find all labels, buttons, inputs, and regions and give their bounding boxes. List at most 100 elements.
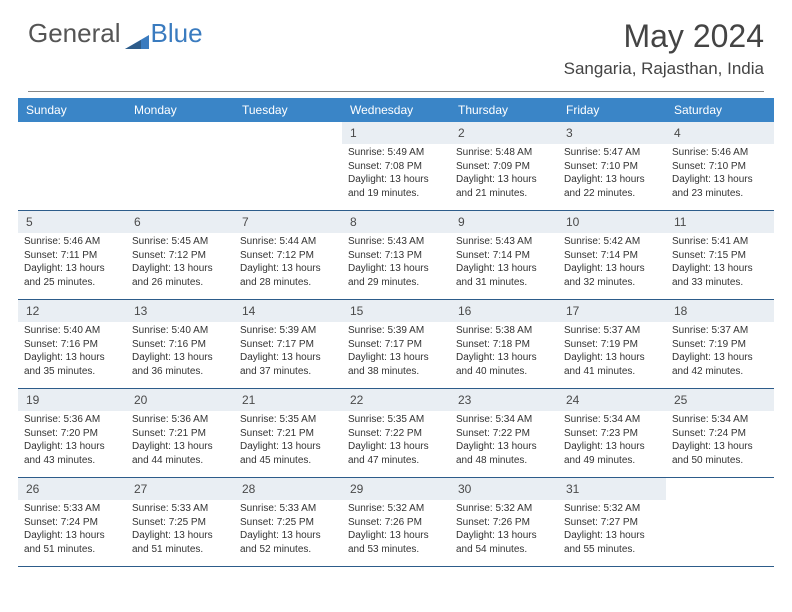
daylight-text: Daylight: 13 hours and 25 minutes. xyxy=(24,262,120,289)
sunset-text: Sunset: 7:16 PM xyxy=(24,338,120,352)
sunset-text: Sunset: 7:10 PM xyxy=(672,160,768,174)
day-number: 19 xyxy=(18,389,126,411)
day-body: Sunrise: 5:40 AMSunset: 7:16 PMDaylight:… xyxy=(18,324,126,382)
day-cell: 16Sunrise: 5:38 AMSunset: 7:18 PMDayligh… xyxy=(450,300,558,388)
day-body: Sunrise: 5:45 AMSunset: 7:12 PMDaylight:… xyxy=(126,235,234,293)
daylight-text: Daylight: 13 hours and 35 minutes. xyxy=(24,351,120,378)
weeks-container: ...1Sunrise: 5:49 AMSunset: 7:08 PMDayli… xyxy=(18,122,774,567)
day-cell: . xyxy=(666,478,774,566)
day-body: Sunrise: 5:35 AMSunset: 7:22 PMDaylight:… xyxy=(342,413,450,471)
day-number: 1 xyxy=(342,122,450,144)
day-cell: 8 Sunrise: 5:43 AMSunset: 7:13 PMDaylight… xyxy=(342,211,450,299)
day-body: Sunrise: 5:37 AMSunset: 7:19 PMDaylight:… xyxy=(666,324,774,382)
sunrise-text: Sunrise: 5:39 AM xyxy=(240,324,336,338)
sunrise-text: Sunrise: 5:49 AM xyxy=(348,146,444,160)
day-cell: 10Sunrise: 5:42 AMSunset: 7:14 PMDayligh… xyxy=(558,211,666,299)
sunset-text: Sunset: 7:12 PM xyxy=(240,249,336,263)
daylight-text: Daylight: 13 hours and 50 minutes. xyxy=(672,440,768,467)
day-number: 6 xyxy=(126,211,234,233)
day-body: Sunrise: 5:38 AMSunset: 7:18 PMDaylight:… xyxy=(450,324,558,382)
sunrise-text: Sunrise: 5:34 AM xyxy=(456,413,552,427)
day-number: 31 xyxy=(558,478,666,500)
weekday-header-cell: Monday xyxy=(126,98,234,122)
sunset-text: Sunset: 7:18 PM xyxy=(456,338,552,352)
day-cell: 19Sunrise: 5:36 AMSunset: 7:20 PMDayligh… xyxy=(18,389,126,477)
daylight-text: Daylight: 13 hours and 37 minutes. xyxy=(240,351,336,378)
sunset-text: Sunset: 7:24 PM xyxy=(24,516,120,530)
day-cell: . xyxy=(126,122,234,210)
brand-part1: General xyxy=(28,18,121,49)
day-number: 10 xyxy=(558,211,666,233)
day-number: 13 xyxy=(126,300,234,322)
day-body: Sunrise: 5:34 AMSunset: 7:24 PMDaylight:… xyxy=(666,413,774,471)
sunset-text: Sunset: 7:09 PM xyxy=(456,160,552,174)
day-number: 25 xyxy=(666,389,774,411)
day-cell: . xyxy=(18,122,126,210)
day-number: 23 xyxy=(450,389,558,411)
weekday-header-cell: Sunday xyxy=(18,98,126,122)
sunrise-text: Sunrise: 5:40 AM xyxy=(132,324,228,338)
day-cell: 11Sunrise: 5:41 AMSunset: 7:15 PMDayligh… xyxy=(666,211,774,299)
day-body: Sunrise: 5:39 AMSunset: 7:17 PMDaylight:… xyxy=(234,324,342,382)
day-body: Sunrise: 5:33 AMSunset: 7:25 PMDaylight:… xyxy=(126,502,234,560)
sunset-text: Sunset: 7:22 PM xyxy=(456,427,552,441)
day-body: Sunrise: 5:43 AMSunset: 7:14 PMDaylight:… xyxy=(450,235,558,293)
sunset-text: Sunset: 7:21 PM xyxy=(240,427,336,441)
daylight-text: Daylight: 13 hours and 33 minutes. xyxy=(672,262,768,289)
daylight-text: Daylight: 13 hours and 51 minutes. xyxy=(132,529,228,556)
sunset-text: Sunset: 7:22 PM xyxy=(348,427,444,441)
daylight-text: Daylight: 13 hours and 19 minutes. xyxy=(348,173,444,200)
weekday-header-row: SundayMondayTuesdayWednesdayThursdayFrid… xyxy=(18,98,774,122)
sunset-text: Sunset: 7:27 PM xyxy=(564,516,660,530)
day-cell: 5Sunrise: 5:46 AMSunset: 7:11 PMDaylight… xyxy=(18,211,126,299)
daylight-text: Daylight: 13 hours and 29 minutes. xyxy=(348,262,444,289)
day-cell: 12Sunrise: 5:40 AMSunset: 7:16 PMDayligh… xyxy=(18,300,126,388)
sunset-text: Sunset: 7:23 PM xyxy=(564,427,660,441)
sunrise-text: Sunrise: 5:35 AM xyxy=(348,413,444,427)
day-number: 17 xyxy=(558,300,666,322)
day-number: 22 xyxy=(342,389,450,411)
sunrise-text: Sunrise: 5:33 AM xyxy=(24,502,120,516)
brand-part2: Blue xyxy=(151,18,203,49)
brand-logo: General Blue xyxy=(28,18,203,49)
sunrise-text: Sunrise: 5:34 AM xyxy=(564,413,660,427)
day-cell: 22Sunrise: 5:35 AMSunset: 7:22 PMDayligh… xyxy=(342,389,450,477)
day-number: 14 xyxy=(234,300,342,322)
daylight-text: Daylight: 13 hours and 32 minutes. xyxy=(564,262,660,289)
daylight-text: Daylight: 13 hours and 40 minutes. xyxy=(456,351,552,378)
day-number: 8 xyxy=(342,211,450,233)
sunrise-text: Sunrise: 5:46 AM xyxy=(672,146,768,160)
sunrise-text: Sunrise: 5:43 AM xyxy=(456,235,552,249)
daylight-text: Daylight: 13 hours and 38 minutes. xyxy=(348,351,444,378)
weekday-header-cell: Friday xyxy=(558,98,666,122)
day-cell: 28Sunrise: 5:33 AMSunset: 7:25 PMDayligh… xyxy=(234,478,342,566)
sunrise-text: Sunrise: 5:32 AM xyxy=(456,502,552,516)
daylight-text: Daylight: 13 hours and 41 minutes. xyxy=(564,351,660,378)
sunset-text: Sunset: 7:13 PM xyxy=(348,249,444,263)
sunrise-text: Sunrise: 5:39 AM xyxy=(348,324,444,338)
daylight-text: Daylight: 13 hours and 47 minutes. xyxy=(348,440,444,467)
sunrise-text: Sunrise: 5:35 AM xyxy=(240,413,336,427)
day-number: 15 xyxy=(342,300,450,322)
day-cell: 24Sunrise: 5:34 AMSunset: 7:23 PMDayligh… xyxy=(558,389,666,477)
day-cell: 26Sunrise: 5:33 AMSunset: 7:24 PMDayligh… xyxy=(18,478,126,566)
day-body: Sunrise: 5:32 AMSunset: 7:26 PMDaylight:… xyxy=(342,502,450,560)
day-body: Sunrise: 5:46 AMSunset: 7:10 PMDaylight:… xyxy=(666,146,774,204)
day-cell: 14Sunrise: 5:39 AMSunset: 7:17 PMDayligh… xyxy=(234,300,342,388)
day-cell: 25Sunrise: 5:34 AMSunset: 7:24 PMDayligh… xyxy=(666,389,774,477)
day-body: Sunrise: 5:41 AMSunset: 7:15 PMDaylight:… xyxy=(666,235,774,293)
day-number: 30 xyxy=(450,478,558,500)
day-number: 11 xyxy=(666,211,774,233)
day-cell: 21Sunrise: 5:35 AMSunset: 7:21 PMDayligh… xyxy=(234,389,342,477)
sunrise-text: Sunrise: 5:43 AM xyxy=(348,235,444,249)
sunset-text: Sunset: 7:08 PM xyxy=(348,160,444,174)
day-body: Sunrise: 5:46 AMSunset: 7:11 PMDaylight:… xyxy=(18,235,126,293)
day-cell: 31Sunrise: 5:32 AMSunset: 7:27 PMDayligh… xyxy=(558,478,666,566)
week-row: 5Sunrise: 5:46 AMSunset: 7:11 PMDaylight… xyxy=(18,211,774,300)
day-cell: 27Sunrise: 5:33 AMSunset: 7:25 PMDayligh… xyxy=(126,478,234,566)
daylight-text: Daylight: 13 hours and 28 minutes. xyxy=(240,262,336,289)
weekday-header-cell: Thursday xyxy=(450,98,558,122)
day-cell: 9Sunrise: 5:43 AMSunset: 7:14 PMDaylight… xyxy=(450,211,558,299)
day-cell: 3Sunrise: 5:47 AMSunset: 7:10 PMDaylight… xyxy=(558,122,666,210)
day-body: Sunrise: 5:39 AMSunset: 7:17 PMDaylight:… xyxy=(342,324,450,382)
